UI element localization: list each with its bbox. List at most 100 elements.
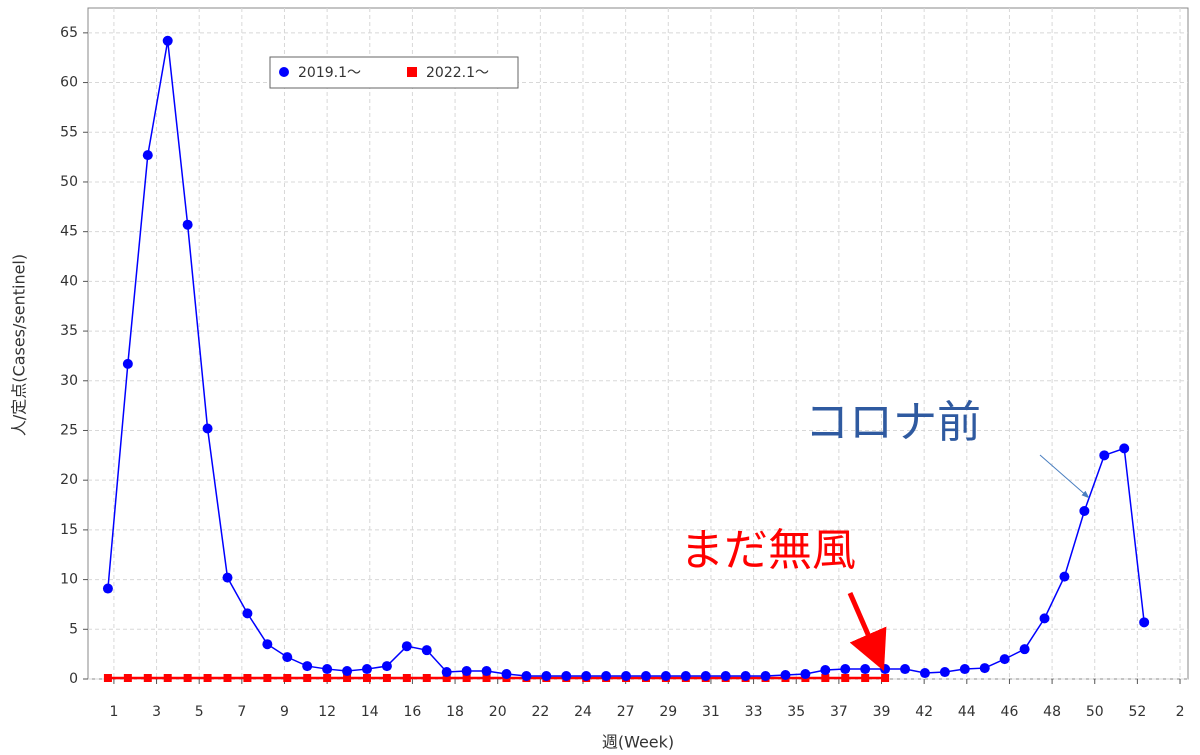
marker [203, 674, 212, 683]
x-tick-label: 46 [1001, 704, 1019, 720]
marker [381, 661, 392, 672]
marker [422, 674, 431, 683]
marker [959, 664, 970, 675]
marker [521, 671, 532, 682]
marker [840, 664, 851, 675]
x-tick-label: 35 [787, 704, 805, 720]
marker [243, 674, 252, 683]
x-tick-label: 1 [109, 704, 118, 720]
marker [841, 674, 850, 683]
marker [223, 674, 232, 683]
marker [481, 666, 492, 677]
marker [720, 671, 731, 682]
y-tick-label: 25 [60, 422, 78, 438]
marker [461, 666, 472, 677]
y-tick-label: 20 [60, 472, 78, 488]
marker [103, 674, 112, 683]
x-tick-label: 33 [745, 704, 763, 720]
x-axis-label: 週(Week) [602, 733, 674, 752]
x-tick-label: 20 [489, 704, 507, 720]
marker [262, 639, 273, 650]
x-tick-label: 48 [1043, 704, 1061, 720]
legend: 2019.1～ 2022.1～ [269, 56, 519, 89]
marker [1079, 506, 1090, 517]
y-axis-label: 人/定点(Cases/sentinel) [10, 254, 29, 436]
marker [1119, 443, 1130, 454]
marker [303, 674, 312, 683]
x-tick-label: 52 [1128, 704, 1146, 720]
marker [820, 665, 831, 676]
marker [143, 674, 152, 683]
marker [561, 671, 572, 682]
marker [1039, 613, 1050, 624]
arrow [847, 592, 887, 672]
marker [122, 358, 133, 369]
x-tick-label: 2 [1176, 704, 1185, 720]
marker [382, 674, 391, 683]
x-tick-label: 29 [659, 704, 677, 720]
y-tick-label: 50 [60, 174, 78, 190]
y-tick-label: 30 [60, 373, 78, 389]
marker [163, 674, 172, 683]
marker [421, 645, 432, 656]
legend-marker [407, 67, 417, 77]
marker [939, 667, 950, 678]
marker [501, 669, 512, 680]
marker [123, 674, 132, 683]
marker [780, 670, 791, 681]
x-tick-label: 14 [361, 704, 379, 720]
marker [821, 674, 830, 683]
x-tick-label: 31 [702, 704, 720, 720]
marker [860, 664, 871, 675]
y-tick-label: 40 [60, 273, 78, 289]
x-tick-label: 44 [958, 704, 976, 720]
y-tick-label: 45 [60, 224, 78, 240]
x-tick-label: 16 [404, 704, 422, 720]
marker [323, 674, 332, 683]
marker [322, 664, 333, 675]
marker [979, 663, 990, 674]
marker [361, 664, 372, 675]
marker [900, 664, 911, 675]
marker [482, 674, 491, 683]
marker [541, 671, 552, 682]
marker [202, 423, 213, 434]
marker [640, 671, 651, 682]
marker [142, 150, 153, 161]
x-tick-label: 18 [446, 704, 464, 720]
legend-box [269, 56, 519, 89]
x-tick-label: 3 [152, 704, 161, 720]
marker [601, 671, 612, 682]
marker [442, 674, 451, 683]
legend-marker [279, 67, 289, 77]
x-tick-label: 7 [237, 704, 246, 720]
plot-area [87, 7, 1189, 680]
y-tick-label: 55 [60, 124, 78, 140]
y-tick-label: 10 [60, 572, 78, 588]
marker [343, 674, 352, 683]
marker [1099, 450, 1110, 461]
x-tick-label: 42 [915, 704, 933, 720]
marker [861, 674, 870, 683]
marker [283, 674, 292, 683]
marker [1019, 644, 1030, 655]
marker [760, 671, 771, 682]
marker [402, 674, 411, 683]
marker [880, 664, 891, 675]
x-tick-label: 12 [318, 704, 336, 720]
marker [242, 608, 253, 619]
marker [342, 666, 353, 677]
x-tick-label: 50 [1086, 704, 1104, 720]
marker [1059, 571, 1070, 582]
marker [183, 674, 192, 683]
y-tick-label: 5 [69, 621, 78, 637]
marker [621, 671, 632, 682]
annotation: まだ無風 [680, 525, 856, 576]
marker [800, 669, 811, 680]
marker [102, 583, 113, 594]
marker [302, 661, 313, 672]
marker [222, 572, 233, 583]
x-tick-label: 39 [873, 704, 891, 720]
marker [881, 674, 890, 683]
